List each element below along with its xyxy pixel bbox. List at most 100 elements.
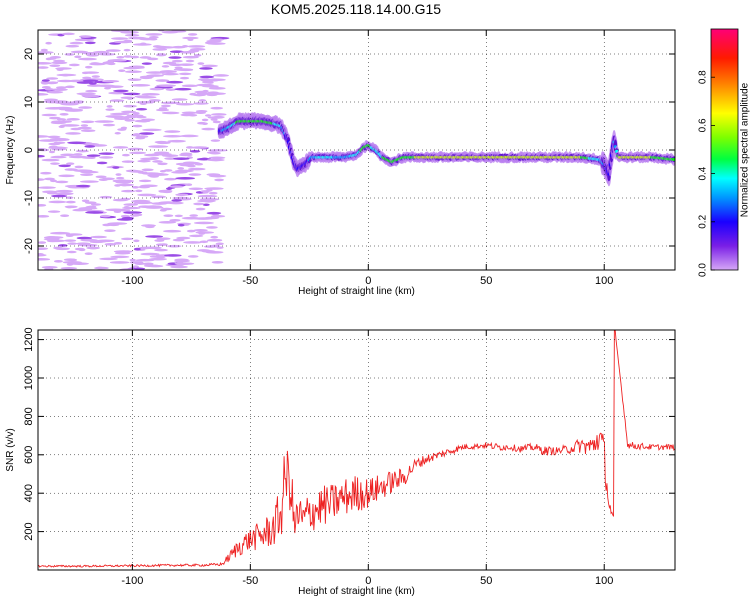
noise-cell (141, 93, 160, 96)
y-tick-label: -10 (23, 190, 35, 206)
noise-cell (171, 45, 186, 49)
noise-cell (161, 104, 171, 108)
figure-title: KOM5.2025.118.14.00.G15 (271, 1, 441, 17)
noise-cell (158, 220, 177, 224)
noise-cell (81, 120, 95, 124)
noise-cell (210, 139, 221, 142)
noise-cell (188, 173, 202, 176)
noise-cell (85, 89, 98, 93)
noise-cell (120, 179, 134, 183)
noise-cell (140, 42, 147, 46)
noise-cell (41, 113, 57, 117)
noise-cell (70, 50, 88, 54)
ridge-core (672, 157, 675, 162)
noise-cell (120, 214, 131, 218)
noise-cell (189, 92, 197, 96)
noise-cell (56, 79, 75, 83)
noise-cell (84, 252, 93, 255)
noise-cell (121, 110, 137, 114)
noise-cell (102, 223, 112, 227)
noise-cell (80, 124, 89, 127)
noise-cell (189, 234, 204, 238)
noise-cell (159, 141, 171, 144)
noise-cell (129, 258, 136, 262)
noise-cell (181, 216, 201, 220)
noise-cell (40, 48, 48, 52)
noise-cell (179, 134, 199, 138)
noise-cell (96, 161, 108, 165)
noise-cell (188, 167, 206, 171)
noise-cell (80, 170, 99, 174)
colorbar-tick-label: 0.0 (698, 263, 709, 277)
noise-cell (60, 124, 80, 127)
noise-cell (207, 149, 228, 152)
noise-cell (124, 70, 142, 74)
noise-cell (115, 173, 122, 176)
noise-cell (142, 262, 154, 266)
noise-cell (149, 255, 167, 258)
noise-cell (109, 261, 130, 264)
noise-cell (58, 125, 65, 129)
noise-cell (79, 35, 92, 38)
noise-cell (58, 244, 68, 247)
noise-cell (75, 149, 89, 153)
y-tick-label: 0 (23, 147, 35, 153)
noise-cell (145, 235, 164, 238)
noise-cell (210, 235, 219, 239)
noise-cell (53, 141, 66, 145)
noise-cell (60, 153, 76, 157)
noise-cell (106, 105, 113, 108)
noise-cell (74, 165, 84, 169)
noise-cell (62, 261, 82, 264)
noise-cell (48, 145, 59, 149)
x-tick-label: 50 (480, 275, 492, 287)
noise-cell (56, 118, 67, 121)
noise-cell (82, 79, 99, 83)
noise-cell (210, 118, 218, 121)
noise-cell (199, 67, 213, 70)
noise-cell (174, 214, 183, 218)
noise-cell (67, 242, 78, 245)
noise-cell (126, 66, 145, 70)
noise-cell (206, 151, 218, 154)
noise-cell (46, 77, 59, 80)
y-tick-label: 1000 (23, 366, 35, 390)
noise-cell (161, 72, 180, 76)
noise-cell (66, 205, 73, 209)
noise-cell (198, 99, 207, 102)
noise-cell (60, 267, 78, 270)
noise-cell (90, 235, 107, 239)
noise-cell (171, 199, 182, 202)
noise-cell (38, 154, 45, 158)
noise-cell (95, 84, 116, 88)
noise-cell (170, 265, 188, 269)
noise-cell (162, 61, 177, 65)
noise-cell (142, 128, 162, 132)
noise-cell (148, 156, 160, 160)
noise-cell (123, 48, 131, 52)
noise-cell (170, 30, 187, 33)
noise-cell (95, 266, 104, 270)
noise-cell (193, 202, 205, 206)
noise-cell (91, 75, 100, 78)
noise-cell (151, 173, 169, 176)
noise-cell (38, 93, 49, 96)
noise-cell (111, 37, 129, 40)
noise-cell (181, 45, 189, 48)
noise-cell (126, 114, 144, 117)
noise-cell (48, 200, 67, 204)
noise-cell (137, 171, 148, 174)
noise-cell (124, 119, 135, 122)
noise-cell (55, 180, 69, 184)
noise-cell (178, 63, 194, 66)
noise-cell (161, 111, 180, 115)
plot-frame (37, 329, 676, 571)
noise-cell (123, 104, 137, 108)
noise-cell (129, 151, 147, 155)
noise-cell (209, 174, 227, 178)
noise-cell (133, 239, 140, 243)
noise-cell (38, 247, 49, 250)
noise-cell (117, 128, 127, 131)
noise-cell (44, 106, 65, 110)
